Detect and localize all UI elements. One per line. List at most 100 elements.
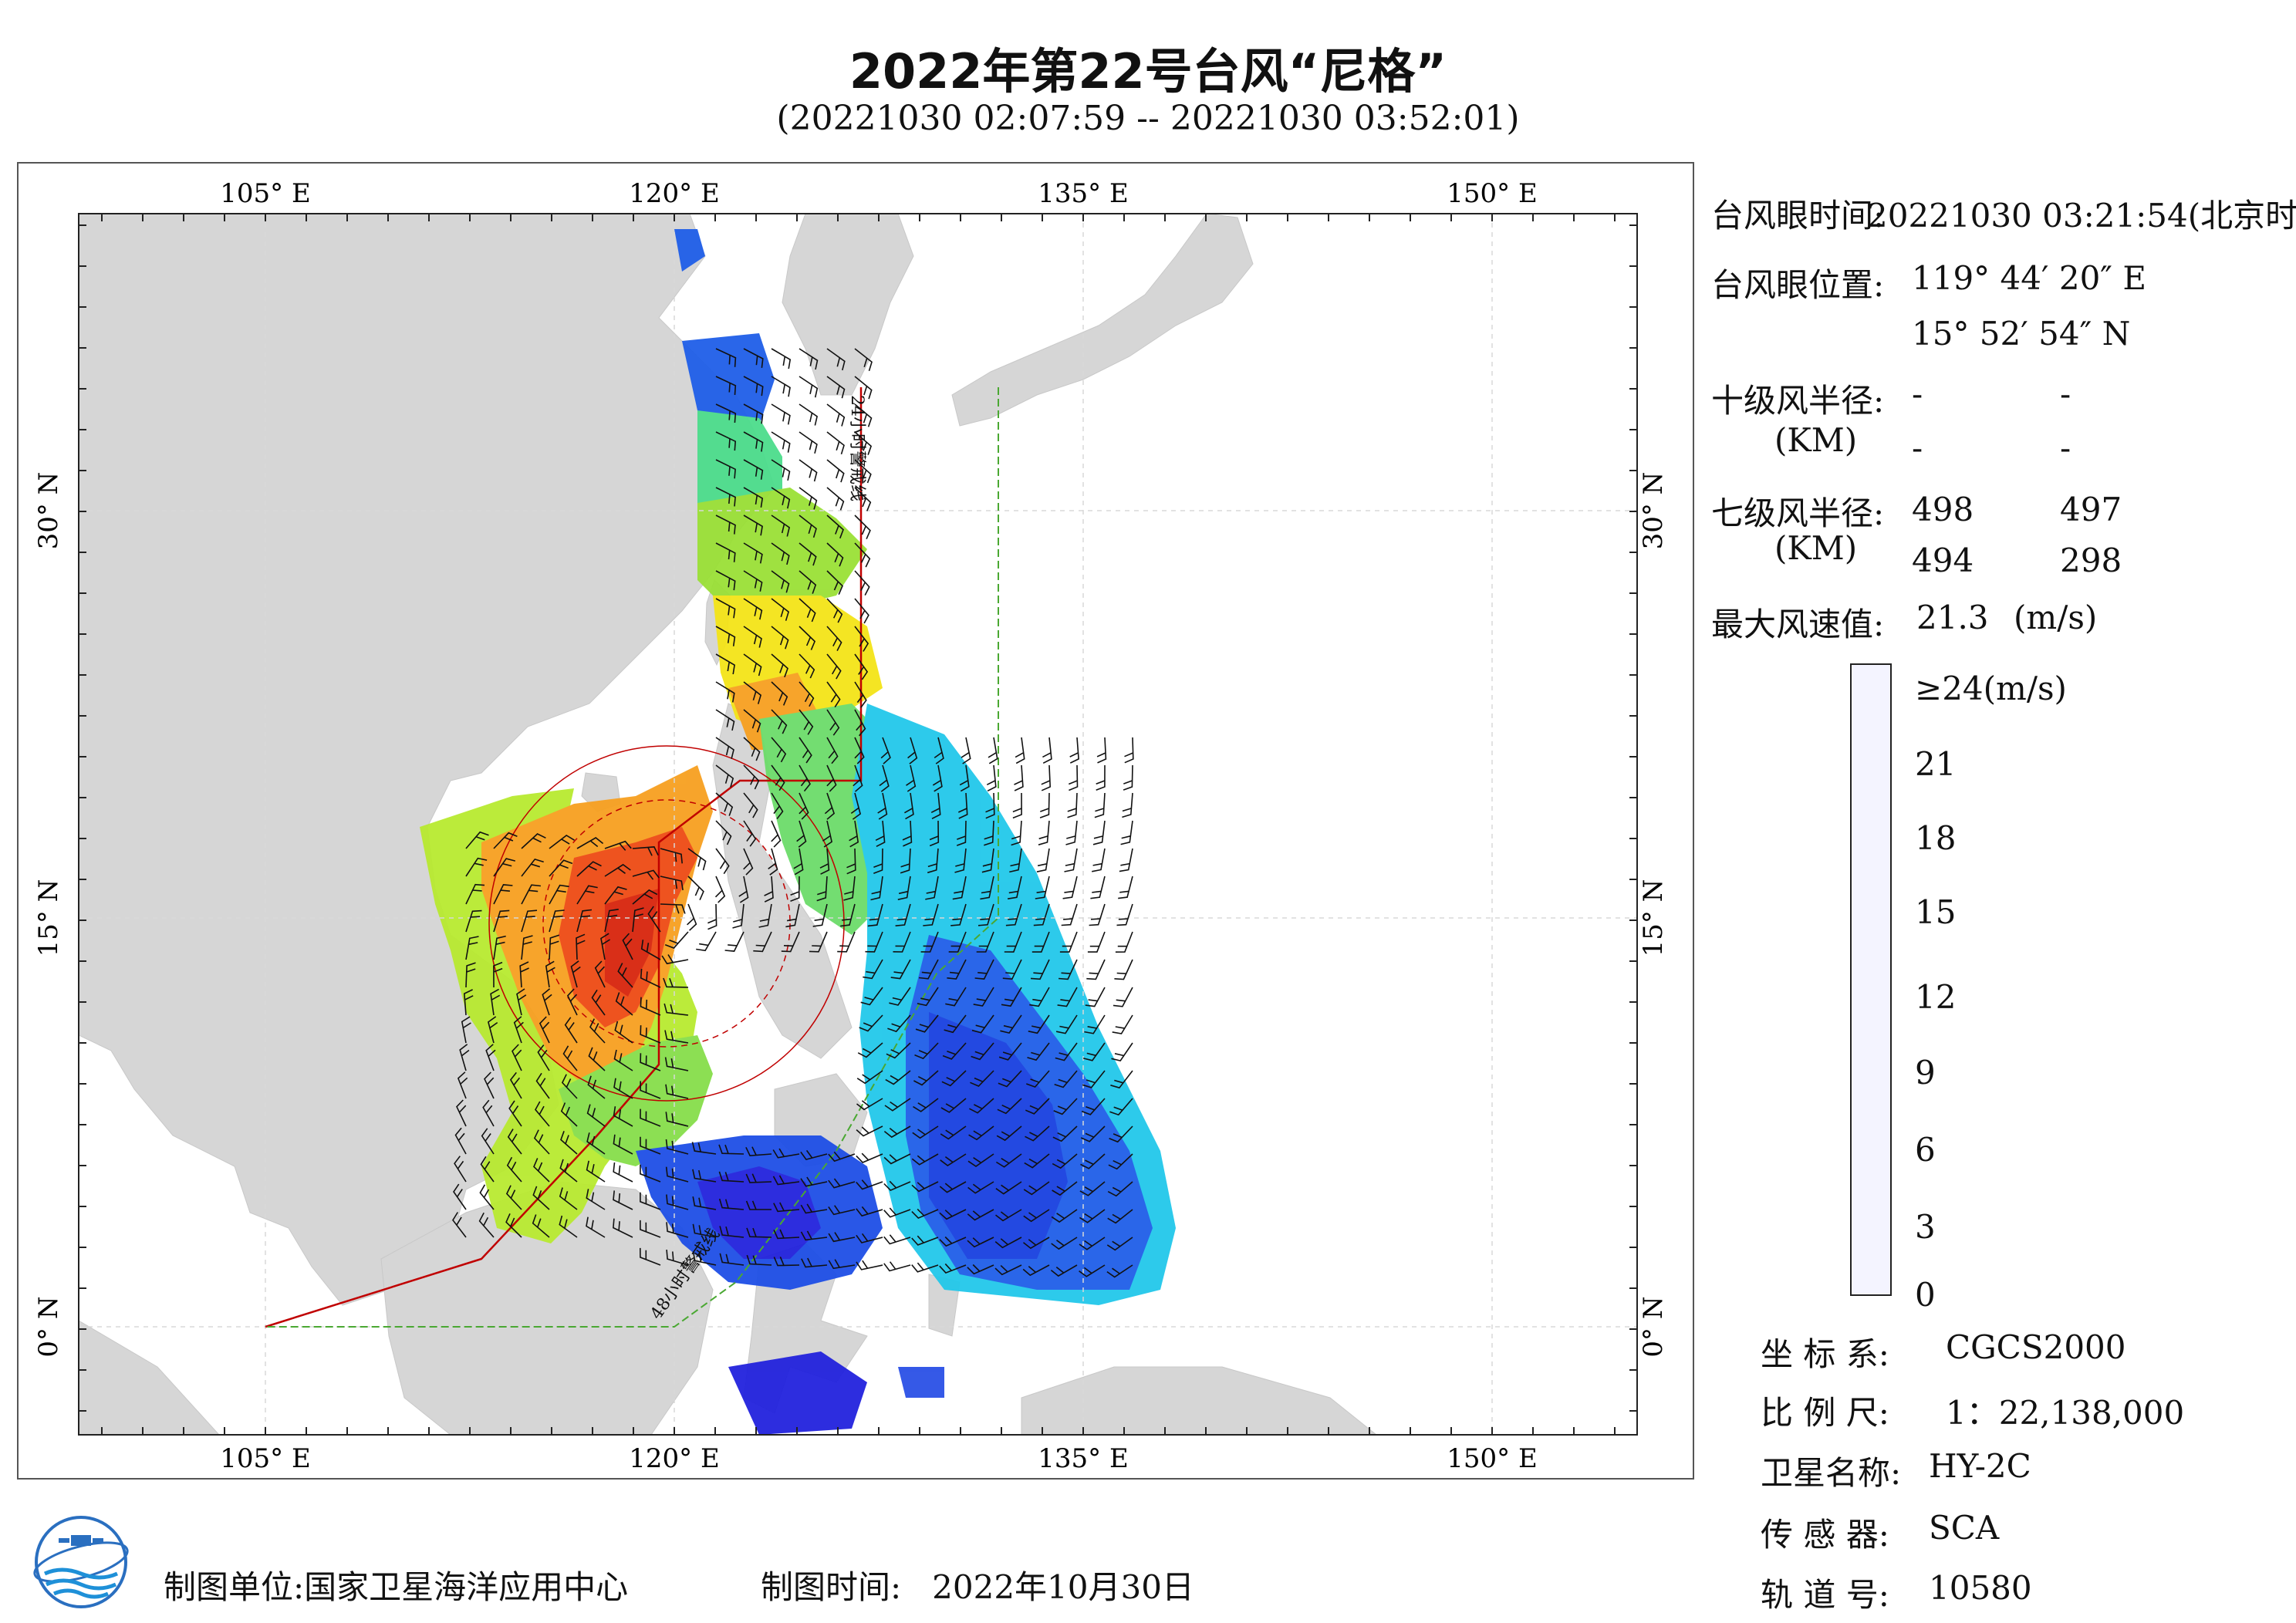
wind-barb	[944, 1014, 967, 1034]
r7-value-nw: 298	[2060, 542, 2122, 579]
wind-barb	[586, 1104, 606, 1127]
wind-barb	[660, 903, 686, 914]
wind-barb	[799, 487, 818, 510]
wind-barb	[1014, 764, 1024, 791]
r10-value-sw: -	[1912, 429, 1923, 467]
axis-ticks	[79, 214, 1637, 1435]
wind-barb	[1069, 737, 1079, 764]
wind-barb	[549, 909, 565, 933]
lat-label-right-30: 30° N	[1638, 472, 1669, 550]
wind-barb	[743, 653, 762, 677]
wind-barb	[453, 1183, 467, 1210]
wind-barb	[826, 570, 843, 596]
wind-barb	[1109, 1098, 1133, 1116]
wind-barb	[877, 792, 888, 820]
wind-barb	[826, 737, 839, 764]
lon-label-top-105: 105° E	[220, 178, 311, 209]
lat-label-left-0: 0° N	[33, 1296, 64, 1357]
wind-barb	[971, 1042, 994, 1061]
wind-barb	[1096, 737, 1107, 764]
wind-barb	[1092, 820, 1106, 845]
wind-barb	[828, 1259, 856, 1270]
satellite-value: HY-2C	[1929, 1447, 2031, 1485]
wind-barb	[1055, 1014, 1078, 1034]
lat-label-right-0: 0° N	[1638, 1296, 1669, 1357]
wind-barb	[719, 1253, 745, 1266]
wind-barb	[613, 1218, 633, 1238]
wind-barb	[718, 1198, 745, 1210]
wind-barb	[533, 1158, 550, 1183]
colorbar-tick-0: 0	[1915, 1276, 1936, 1314]
wind-barb	[521, 884, 541, 905]
eye-time-label: 台风眼时间:	[1711, 197, 1885, 235]
wind-barb	[1089, 903, 1106, 926]
wind-barb	[967, 1181, 994, 1194]
wind-barb	[1110, 1070, 1133, 1089]
wind-barb	[559, 1187, 578, 1210]
wind-barb	[732, 903, 745, 929]
wind-barb	[771, 459, 791, 481]
wind-barb	[535, 1101, 550, 1127]
coord-system-value: CGCS2000	[1946, 1328, 2126, 1366]
wind-barb	[743, 431, 764, 452]
r7-value-sw: 494	[1912, 542, 1974, 579]
wind-barb	[771, 764, 785, 791]
wind-barb	[1029, 987, 1050, 1007]
wind-barb	[586, 1132, 606, 1155]
wind-barb	[771, 515, 791, 537]
wind-barb	[961, 737, 971, 764]
wind-barb	[666, 1194, 689, 1210]
satellite-label: 卫星名称:	[1761, 1454, 1902, 1492]
wind-barb	[995, 1181, 1022, 1195]
wind-barb	[589, 1018, 606, 1044]
lat-label-left-15: 15° N	[33, 879, 64, 957]
wind-barb	[1036, 848, 1050, 872]
wind-barb	[826, 376, 846, 399]
wind-barb	[873, 848, 883, 874]
wind-barb	[745, 1146, 772, 1157]
wind-barb	[917, 987, 939, 1007]
wind-barb	[799, 764, 811, 792]
swath-west-core	[605, 889, 659, 997]
lon-label-bottom-135: 135° E	[1038, 1443, 1129, 1474]
wind-barb	[850, 792, 862, 820]
r7-value-se: 497	[2060, 491, 2122, 528]
wind-barb	[743, 570, 763, 592]
wind-barb	[826, 709, 840, 736]
wind-barb	[465, 883, 485, 905]
wind-barb	[996, 1125, 1022, 1142]
wind-barb	[506, 1156, 522, 1183]
colorbar-tick-3: 3	[1915, 1208, 1936, 1246]
wind-barb	[1005, 903, 1022, 926]
wind-barb	[812, 903, 828, 927]
wind-barb	[1022, 1264, 1050, 1277]
wind-barb	[940, 1098, 967, 1113]
wind-barb	[549, 884, 569, 905]
wind-barb	[604, 909, 619, 933]
wind-barb	[826, 598, 843, 623]
wind-barb	[516, 988, 527, 1016]
r7-unit: (KM)	[1774, 529, 1858, 567]
wind-barb	[840, 903, 856, 927]
wind-barb	[513, 1016, 524, 1044]
wind-barb	[640, 1136, 661, 1155]
footer-date: 制图时间: 2022年10月30日	[761, 1561, 1194, 1608]
wind-barb	[1106, 1264, 1133, 1278]
wind-barb	[799, 459, 818, 482]
wind-barb	[897, 876, 911, 900]
wind-barb	[880, 737, 891, 764]
wind-barb	[985, 792, 995, 819]
wind-barb	[853, 764, 863, 792]
wind-barb	[959, 764, 970, 792]
wind-barb	[640, 1025, 661, 1044]
footer-producer-value: 国家卫星海洋应用中心	[304, 1568, 629, 1606]
wind-barb	[490, 988, 501, 1016]
wind-barb	[1025, 1125, 1050, 1142]
wind-barb	[1116, 903, 1133, 926]
wind-barb	[1023, 1237, 1050, 1250]
wind-barb	[837, 931, 856, 953]
wind-barb	[860, 987, 883, 1006]
wind-barb	[828, 1205, 856, 1216]
wind-barb	[465, 962, 476, 988]
wind-barb	[867, 903, 883, 927]
